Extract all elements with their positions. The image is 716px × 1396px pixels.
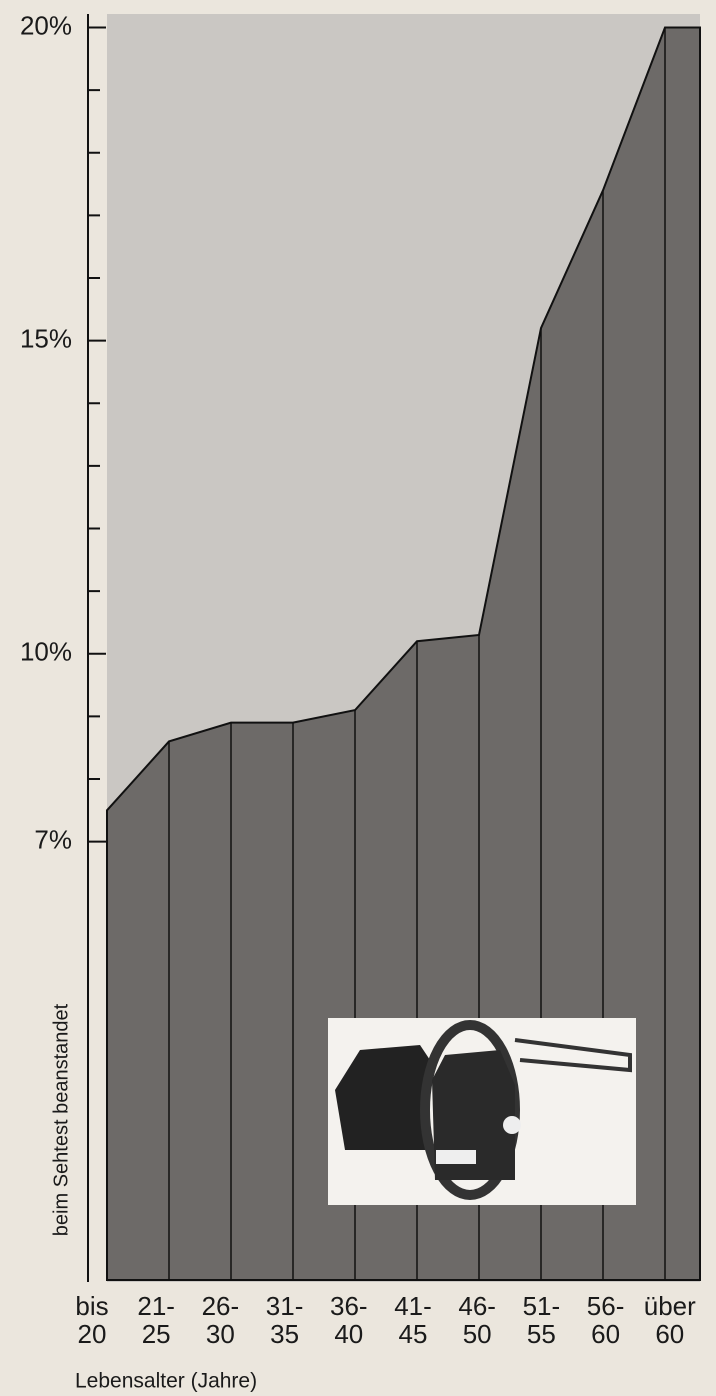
chart: beim Sehtest beanstandet Lebensalter (Ja…	[0, 0, 716, 1396]
photo	[328, 1018, 636, 1205]
x-tick-label: 51- 55	[506, 1292, 576, 1348]
y-tick-label: 15%	[20, 324, 72, 354]
x-tick-label: 36- 40	[314, 1292, 384, 1348]
x-tick-label: bis 20	[57, 1292, 127, 1348]
x-tick-label: 46- 50	[442, 1292, 512, 1348]
x-tick-label: 21- 25	[121, 1292, 191, 1348]
x-tick-label: 26- 30	[185, 1292, 255, 1348]
y-tick-label: 10%	[20, 637, 72, 667]
y-axis-label: beim Sehtest beanstandet	[50, 1003, 72, 1236]
x-tick-label: 56- 60	[571, 1292, 641, 1348]
x-axis-label: Lebensalter (Jahre)	[75, 1370, 257, 1393]
y-tick-label: 20%	[20, 10, 72, 40]
page: beim Sehtest beanstandet Lebensalter (Ja…	[0, 0, 716, 1396]
y-tick-label: 7%	[34, 825, 72, 855]
x-tick-label: 31- 35	[250, 1292, 320, 1348]
x-tick-label: 41- 45	[378, 1292, 448, 1348]
x-tick-label: über 60	[635, 1292, 705, 1348]
